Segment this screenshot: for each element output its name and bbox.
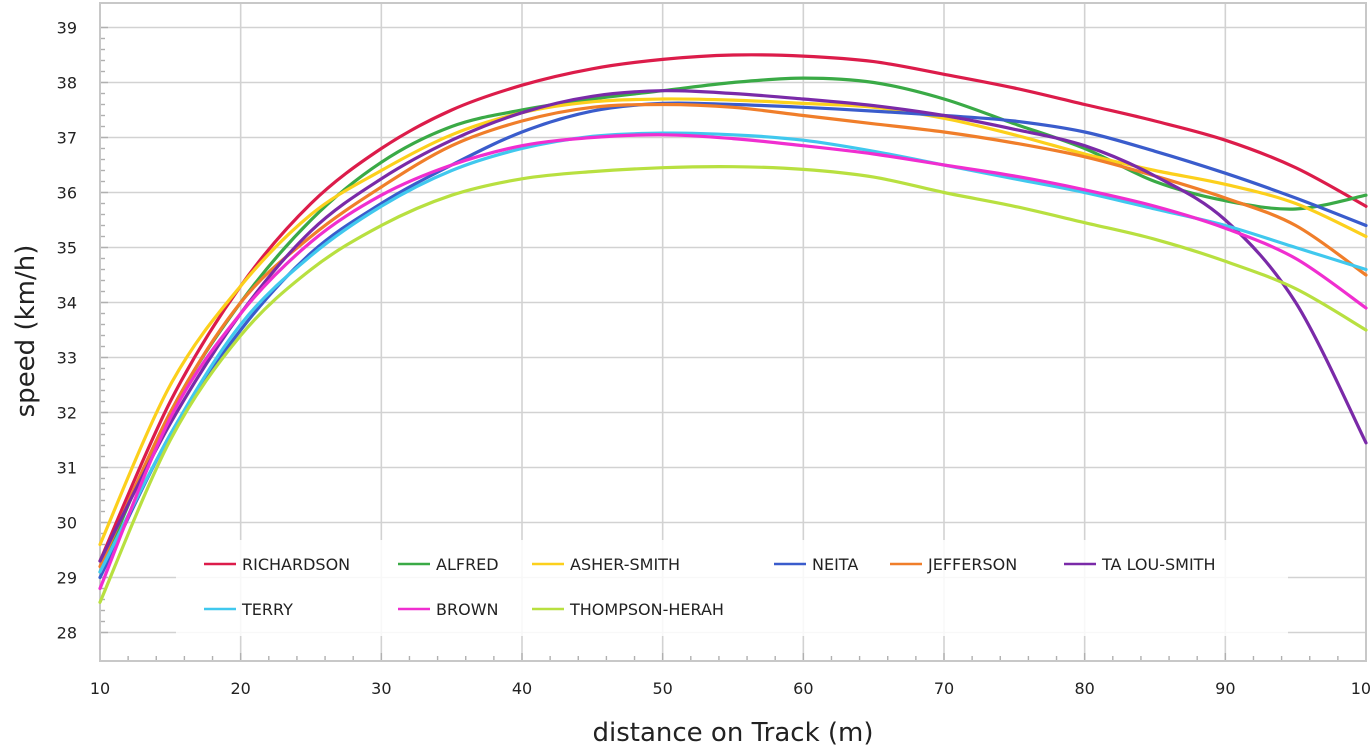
x-tick-label: 70 (934, 679, 954, 698)
plot-frame (99, 2, 1367, 662)
y-tick-label: 37 (57, 129, 77, 148)
legend-label-jefferson: JEFFERSON (927, 555, 1017, 574)
y-tick-labels: 28 29 30 31 32 33 34 35 36 37 38 39 (57, 19, 77, 643)
axes (99, 2, 1367, 662)
legend-label-ta-lou-smith: TA LOU-SMITH (1101, 555, 1215, 574)
x-tick-label: 80 (1074, 679, 1094, 698)
y-tick-label: 35 (57, 239, 77, 258)
y-tick-label: 33 (57, 349, 77, 368)
series-line-richardson (98, 53, 1368, 563)
series-line-terry (98, 131, 1368, 574)
y-tick-label: 34 (57, 294, 77, 313)
legend: RICHARDSON ALFRED ASHER-SMITH NEITA JEFFERSO… (176, 540, 1288, 636)
x-tick-label: 100 (1351, 679, 1370, 698)
legend-label-brown: BROWN (436, 600, 498, 619)
y-tick-label: 31 (57, 459, 77, 478)
y-tick-label: 29 (57, 569, 77, 588)
series-line-ta-lou-smith (98, 89, 1368, 563)
series-line-alfred (98, 76, 1368, 574)
series-line-neita (98, 101, 1368, 580)
series-lines (98, 53, 1368, 604)
legend-label-richardson: RICHARDSON (242, 555, 350, 574)
x-tick-label: 90 (1215, 679, 1235, 698)
legend-label-neita: NEITA (812, 555, 858, 574)
x-tick-label: 30 (371, 679, 391, 698)
y-tick-label: 28 (57, 624, 77, 643)
series-line-brown (98, 133, 1368, 591)
y-tick-label: 38 (57, 74, 77, 93)
y-tick-label: 30 (57, 514, 77, 533)
x-tick-label: 50 (652, 679, 672, 698)
y-tick-label: 39 (57, 19, 77, 38)
legend-label-alfred: ALFRED (436, 555, 499, 574)
series-line-thompson-herah (98, 165, 1368, 604)
x-tick-label: 60 (793, 679, 813, 698)
x-tick-label: 10 (90, 679, 110, 698)
legend-label-thompson-herah: THOMPSON-HERAH (569, 600, 724, 619)
y-axis-title: speed (km/h) (11, 245, 41, 418)
y-tick-label: 32 (57, 404, 77, 423)
x-tick-label: 40 (512, 679, 532, 698)
series-line-asher-smith (98, 97, 1368, 547)
y-tick-label: 36 (57, 184, 77, 203)
legend-box (176, 540, 1288, 636)
x-tick-label: 20 (230, 679, 250, 698)
x-axis-title: distance on Track (m) (593, 718, 874, 748)
x-tick-labels: 10 20 30 40 50 60 70 80 90 100 (90, 679, 1370, 698)
legend-label-terry: TERRY (241, 600, 293, 619)
legend-label-asher-smith: ASHER-SMITH (570, 555, 680, 574)
